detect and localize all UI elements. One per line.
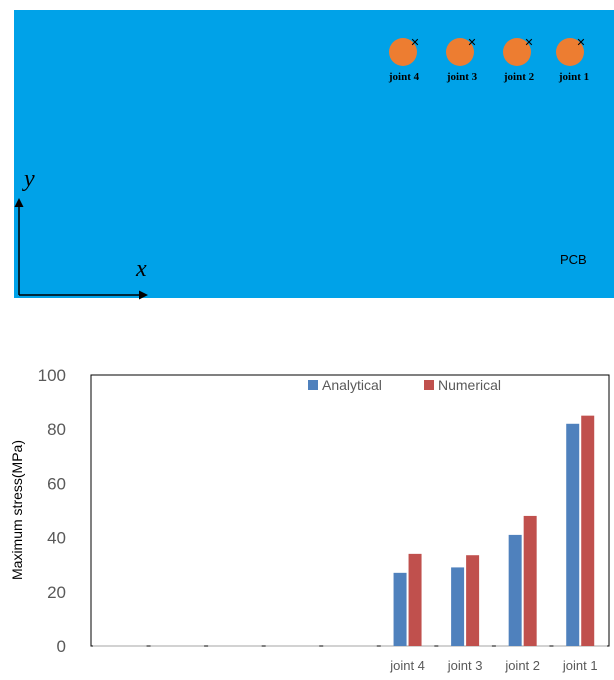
joint-4-label: joint 4 — [388, 71, 420, 83]
joint-3: ✕ joint 3 — [446, 36, 478, 83]
x-tick-label: joint 4 — [389, 658, 425, 673]
pcb-diagram: x y PCB ✕ joint 4 ✕ joint 3 ✕ joint 2 ✕ … — [14, 36, 589, 300]
stress-bar-chart: Maximum stress(MPa) 0 20 40 60 80 100 joint 4… — [9, 366, 610, 673]
bar-analytical-joint-2 — [508, 534, 522, 646]
legend-label-analytical: Analytical — [322, 377, 382, 393]
joint-4: ✕ joint 4 — [388, 36, 420, 83]
bar-numerical-joint-3 — [466, 555, 480, 646]
joint-1-marker-icon: ✕ — [576, 36, 585, 49]
y-tick-label: 60 — [47, 474, 66, 493]
legend-label-numerical: Numerical — [438, 377, 501, 393]
x-axis-arrowhead — [139, 290, 148, 300]
pcb-label: PCB — [560, 252, 587, 267]
y-tick-labels: 0 20 40 60 80 100 — [38, 366, 66, 656]
bar-analytical-joint-3 — [451, 567, 465, 646]
y-tick-label: 80 — [47, 420, 66, 439]
bars — [393, 415, 595, 646]
joint-4-ball — [389, 38, 417, 66]
y-tick-label: 20 — [47, 583, 66, 602]
joint-2-ball — [503, 38, 531, 66]
x-tick-label: joint 3 — [447, 658, 483, 673]
bar-analytical-joint-1 — [566, 423, 580, 646]
joint-1-label: joint 1 — [558, 71, 589, 83]
joint-2: ✕ joint 2 — [503, 36, 535, 83]
joint-3-ball — [446, 38, 474, 66]
legend-swatch-analytical — [308, 380, 318, 390]
joint-4-marker-icon: ✕ — [410, 36, 419, 49]
y-tick-label: 0 — [57, 637, 66, 656]
legend: Analytical Numerical — [308, 377, 501, 393]
joint-2-label: joint 2 — [503, 71, 535, 83]
joint-1: ✕ joint 1 — [556, 36, 589, 83]
y-axis-title: Maximum stress(MPa) — [9, 440, 25, 580]
y-axis-arrowhead — [14, 198, 24, 207]
y-axis-label: y — [22, 166, 35, 192]
joint-2-marker-icon: ✕ — [524, 36, 533, 49]
bar-numerical-joint-1 — [581, 415, 595, 646]
bar-analytical-joint-4 — [393, 572, 407, 646]
x-tick-label: joint 1 — [562, 658, 598, 673]
legend-swatch-numerical — [424, 380, 434, 390]
x-axis-label: x — [135, 256, 147, 282]
y-tick-label: 40 — [47, 529, 66, 548]
y-tick-label: 100 — [38, 366, 66, 385]
x-tick-label: joint 2 — [504, 658, 540, 673]
x-tick-labels: joint 4 joint 3 joint 2 joint 1 — [389, 658, 597, 673]
bar-numerical-joint-2 — [523, 515, 537, 646]
bar-numerical-joint-4 — [408, 553, 422, 646]
joint-1-ball — [556, 38, 584, 66]
joint-3-label: joint 3 — [446, 71, 478, 83]
joint-3-marker-icon: ✕ — [467, 36, 476, 49]
